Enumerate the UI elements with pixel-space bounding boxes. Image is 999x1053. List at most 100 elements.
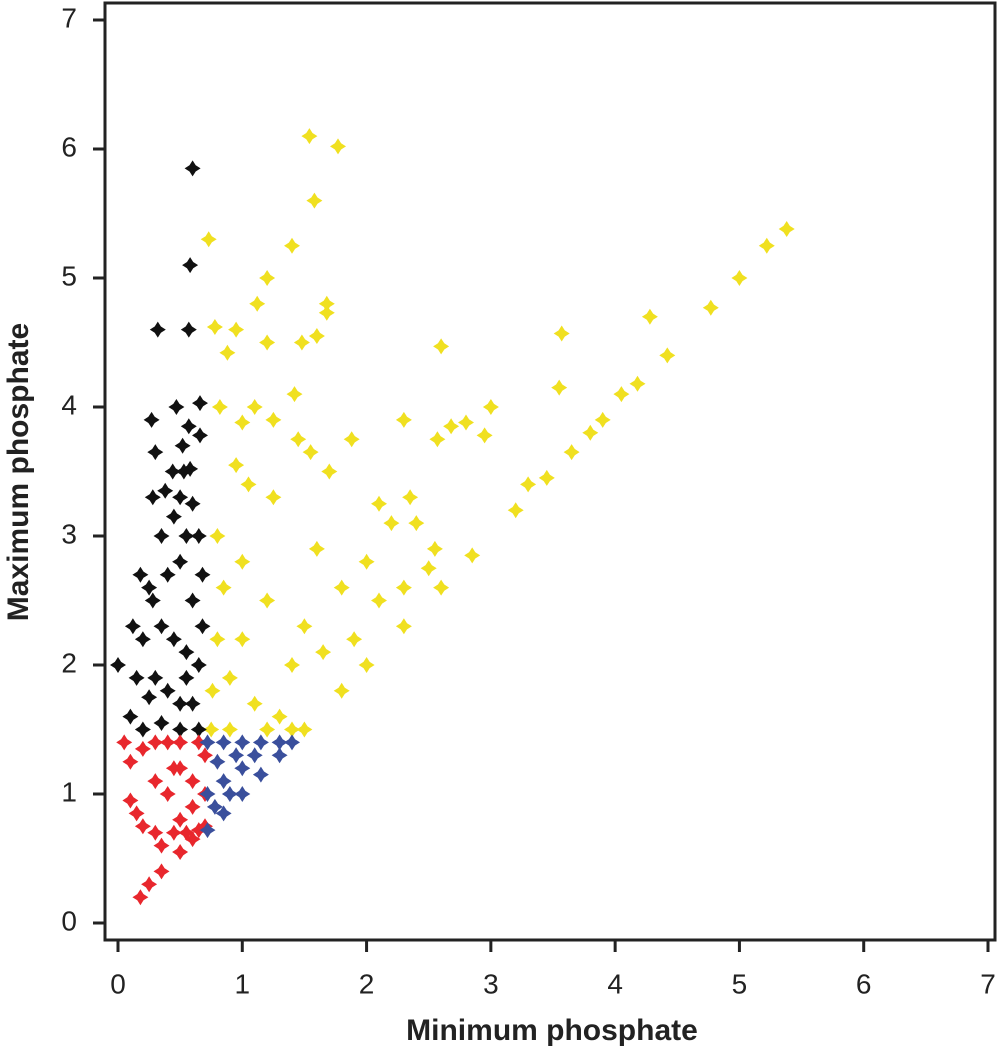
point (259, 721, 276, 738)
point (538, 469, 555, 486)
point (234, 760, 251, 777)
point (249, 295, 266, 312)
point (178, 644, 195, 661)
point (134, 721, 151, 738)
point (165, 631, 182, 648)
point (215, 579, 232, 596)
point (157, 482, 174, 499)
point (141, 579, 158, 596)
point (464, 547, 481, 564)
point (582, 424, 599, 441)
point (149, 321, 166, 338)
point (252, 734, 269, 751)
point (172, 695, 189, 712)
x-tick-label: 5 (732, 968, 748, 999)
point (306, 192, 323, 209)
point (184, 160, 201, 177)
y-tick-label: 7 (61, 2, 77, 33)
point (190, 721, 207, 738)
point (143, 411, 160, 428)
point (284, 237, 300, 254)
point (192, 395, 208, 412)
point (246, 399, 263, 415)
point (184, 495, 201, 512)
point (234, 786, 251, 802)
x-tick-label: 7 (980, 968, 996, 999)
point (184, 798, 201, 815)
point (215, 773, 232, 790)
point (301, 128, 318, 145)
point (265, 411, 282, 428)
point (476, 427, 493, 444)
point (613, 386, 630, 403)
point (184, 592, 201, 609)
point (122, 753, 139, 770)
point (252, 766, 269, 783)
point (199, 734, 216, 751)
point (758, 237, 775, 254)
point (153, 715, 170, 731)
point (433, 579, 450, 596)
point (144, 489, 161, 506)
point (395, 618, 412, 635)
point (178, 669, 195, 686)
point (318, 304, 335, 321)
point (128, 669, 145, 686)
point (134, 740, 151, 757)
point (551, 379, 568, 396)
point (420, 560, 437, 577)
point (458, 414, 474, 431)
point (234, 553, 251, 570)
point (124, 618, 141, 635)
x-tick-label: 3 (483, 968, 499, 999)
point (371, 592, 387, 609)
point (174, 437, 191, 454)
point (110, 657, 126, 673)
point (153, 837, 170, 854)
point (190, 734, 207, 751)
point (234, 734, 251, 751)
y-tick-label: 6 (61, 131, 77, 162)
point (221, 786, 238, 802)
point (147, 773, 164, 790)
point (147, 734, 164, 751)
point (159, 682, 176, 699)
point (271, 708, 288, 725)
point (206, 319, 223, 335)
y-tick-label: 5 (61, 260, 77, 291)
point (172, 844, 189, 860)
point (144, 592, 161, 609)
point (164, 463, 181, 480)
point (246, 747, 263, 764)
point (122, 792, 139, 809)
point (426, 540, 443, 557)
point (228, 321, 245, 338)
point (153, 863, 170, 880)
point (159, 734, 176, 751)
point (221, 669, 238, 686)
point (175, 463, 192, 480)
point (228, 457, 245, 474)
point (259, 270, 276, 286)
point (221, 721, 238, 738)
y-tick-label: 1 (61, 776, 77, 807)
point (259, 592, 276, 609)
point (184, 773, 201, 790)
point (358, 657, 375, 673)
point (153, 618, 170, 635)
point (172, 721, 189, 738)
point (265, 489, 282, 506)
point (553, 325, 570, 342)
point (172, 553, 189, 570)
point (358, 553, 375, 570)
point (215, 734, 232, 751)
point (315, 644, 332, 661)
point (271, 734, 288, 751)
point (190, 657, 207, 673)
x-tick-label: 2 (359, 968, 375, 999)
point (507, 502, 524, 519)
point (482, 399, 499, 415)
point (209, 528, 226, 544)
point (443, 418, 460, 435)
point (433, 338, 450, 355)
